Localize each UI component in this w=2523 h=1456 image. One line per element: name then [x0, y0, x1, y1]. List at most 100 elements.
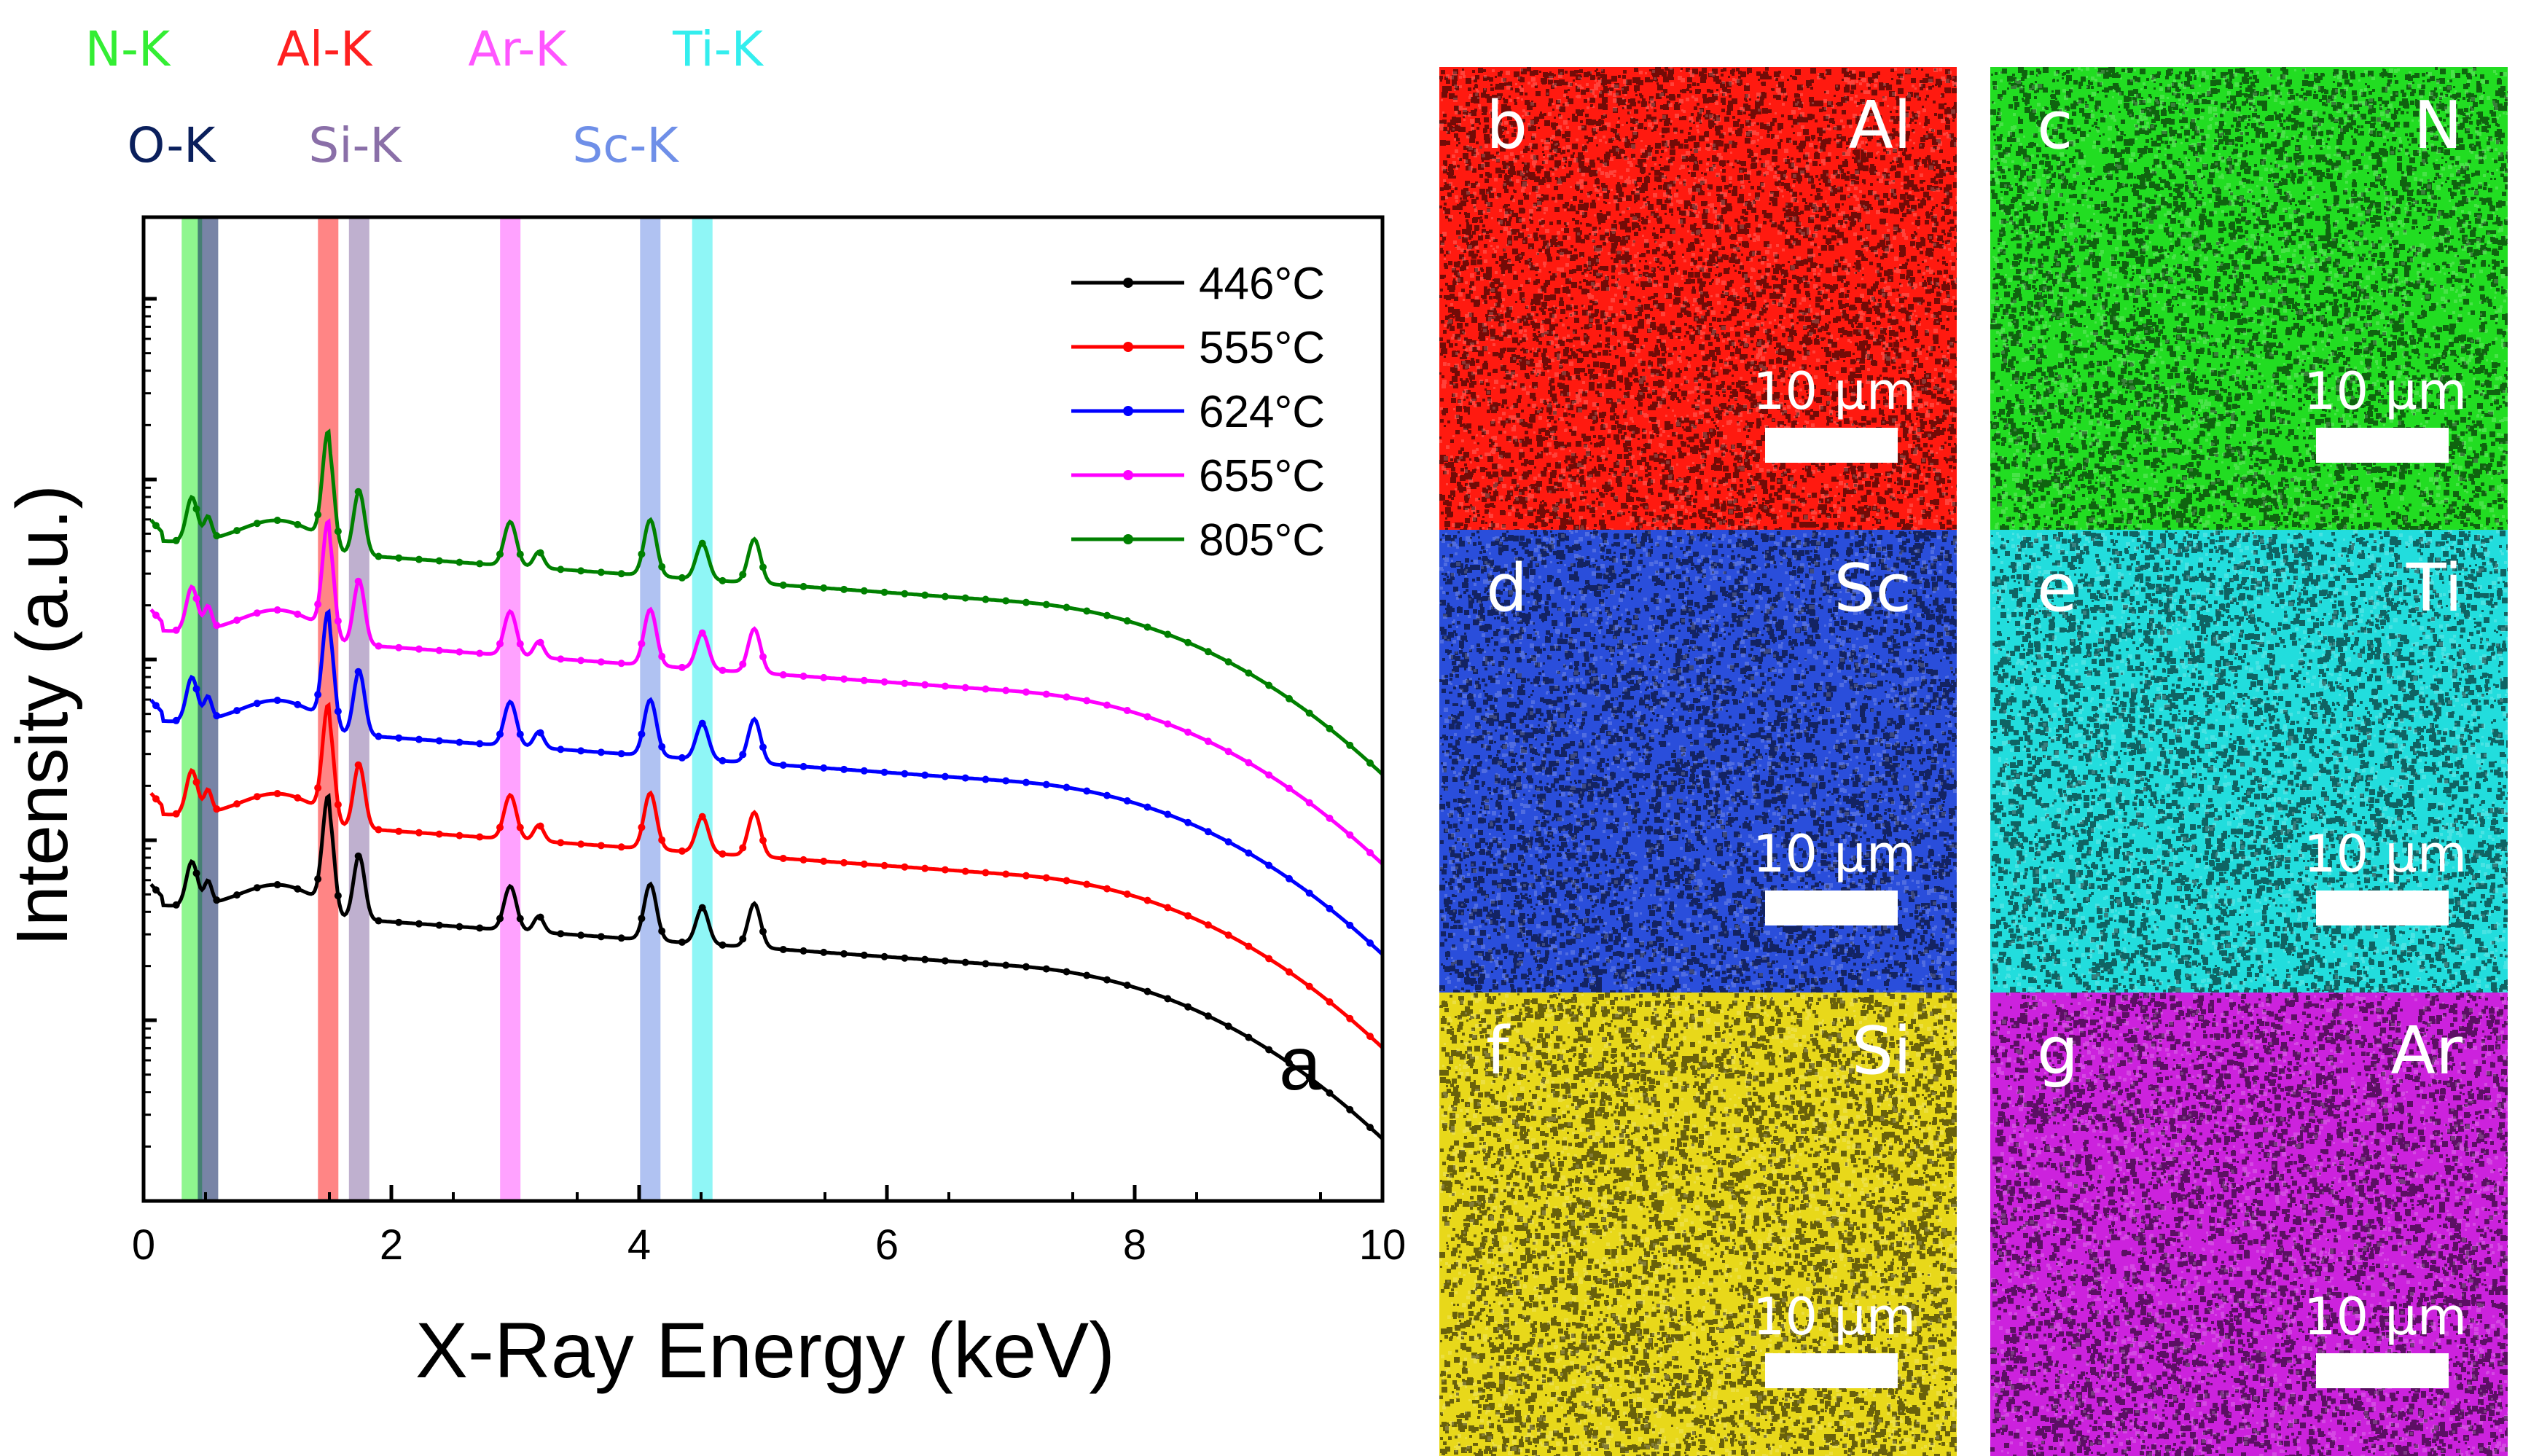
map-dark-speckle [1439, 993, 1957, 1456]
series-point [273, 517, 281, 525]
series-point [192, 505, 200, 513]
series-point [840, 585, 848, 593]
map-speckle [1439, 67, 1957, 531]
map-dark-speckle [1990, 67, 2508, 531]
series-point [536, 638, 544, 646]
scale-bar [1765, 1353, 1898, 1388]
legend-label: 555°C [1199, 323, 1325, 373]
series-point [516, 640, 524, 648]
map-dark-speckle [1990, 993, 2508, 1456]
series-point [1083, 971, 1091, 979]
series-point [698, 719, 706, 727]
series-point [1022, 778, 1030, 786]
series-point [1123, 617, 1131, 625]
series-point [901, 590, 909, 598]
series-point [192, 778, 200, 786]
series-point [1022, 963, 1030, 971]
series-point [1346, 1105, 1354, 1113]
series-point [961, 867, 969, 875]
series-point [982, 595, 990, 603]
map-element-label: Al [1848, 87, 1912, 164]
series-point [840, 858, 848, 866]
series-point [1265, 681, 1273, 689]
series-point [779, 581, 787, 589]
series-point [1022, 688, 1030, 696]
series-point [516, 823, 524, 831]
series-point [395, 734, 403, 742]
series-point [678, 574, 686, 582]
series-point [1002, 777, 1010, 785]
series-point [375, 552, 383, 560]
series-point [1224, 658, 1232, 666]
series-point [294, 794, 302, 802]
map-texture [1990, 67, 2508, 531]
series-point [759, 653, 767, 661]
label-si-k: Si-K [308, 117, 402, 173]
series-point [233, 707, 241, 715]
series-point [213, 622, 221, 630]
series-point [435, 830, 443, 838]
series-point [597, 658, 605, 666]
series-point [860, 767, 868, 775]
series-point [1123, 797, 1131, 805]
series-point [435, 737, 443, 745]
series-point [1123, 981, 1131, 989]
x-axis-label: X-Ray Energy (keV) [415, 1306, 1115, 1394]
y-axis-label: Intensity (a.u.) [1, 485, 83, 947]
series-point [921, 591, 929, 599]
series-point [415, 829, 423, 837]
series-point [1245, 942, 1253, 950]
series-point [1063, 783, 1071, 791]
series-line-2 [149, 608, 1384, 956]
series-point [1042, 690, 1050, 698]
series-point [941, 866, 949, 874]
series-point [435, 557, 443, 565]
series-point [172, 901, 180, 909]
map-light-speckle [1439, 530, 1957, 993]
map-texture [1439, 993, 1957, 1456]
series-point [577, 931, 585, 939]
series-point [354, 852, 362, 860]
x-tick-label: 0 [132, 1221, 155, 1269]
series-point [1103, 791, 1111, 799]
scale-bar-label: 10 µm [2304, 1287, 2468, 1347]
series-point [1204, 737, 1212, 745]
spectra [149, 428, 1384, 1140]
map-panel-letter: c [2037, 87, 2073, 164]
series-point [921, 864, 929, 872]
series-point [961, 684, 969, 692]
series-point [1143, 987, 1151, 995]
series-point [1305, 1073, 1313, 1081]
series-point [152, 522, 160, 530]
series-point [314, 784, 322, 792]
series-point [1042, 965, 1050, 973]
series-point [375, 826, 383, 834]
series-point [172, 626, 180, 634]
series-point [1204, 828, 1212, 836]
series-point [496, 640, 504, 648]
map-dark-speckle [1439, 67, 1957, 531]
element-bands [181, 217, 713, 1201]
series-line-0 [149, 792, 1384, 1140]
series-point [880, 861, 888, 869]
series-point [476, 833, 484, 841]
series-point [172, 716, 180, 724]
x-tick-label: 4 [627, 1221, 651, 1269]
series-point [273, 790, 281, 798]
series-point [982, 685, 990, 693]
map-element-label: Si [1851, 1013, 1912, 1089]
series-point [617, 750, 625, 758]
series-point [557, 930, 565, 938]
series-point [1245, 1033, 1253, 1041]
series-point [1245, 849, 1253, 857]
series-point [840, 675, 848, 683]
series-point [152, 611, 160, 619]
series-point [1123, 706, 1131, 714]
series-point [1366, 759, 1374, 767]
series-point [1265, 1046, 1273, 1054]
series-point [1204, 648, 1212, 656]
series-point [314, 511, 322, 519]
series-point [354, 488, 362, 496]
label-sc-k: Sc-K [572, 117, 679, 173]
series-point [1346, 741, 1354, 749]
